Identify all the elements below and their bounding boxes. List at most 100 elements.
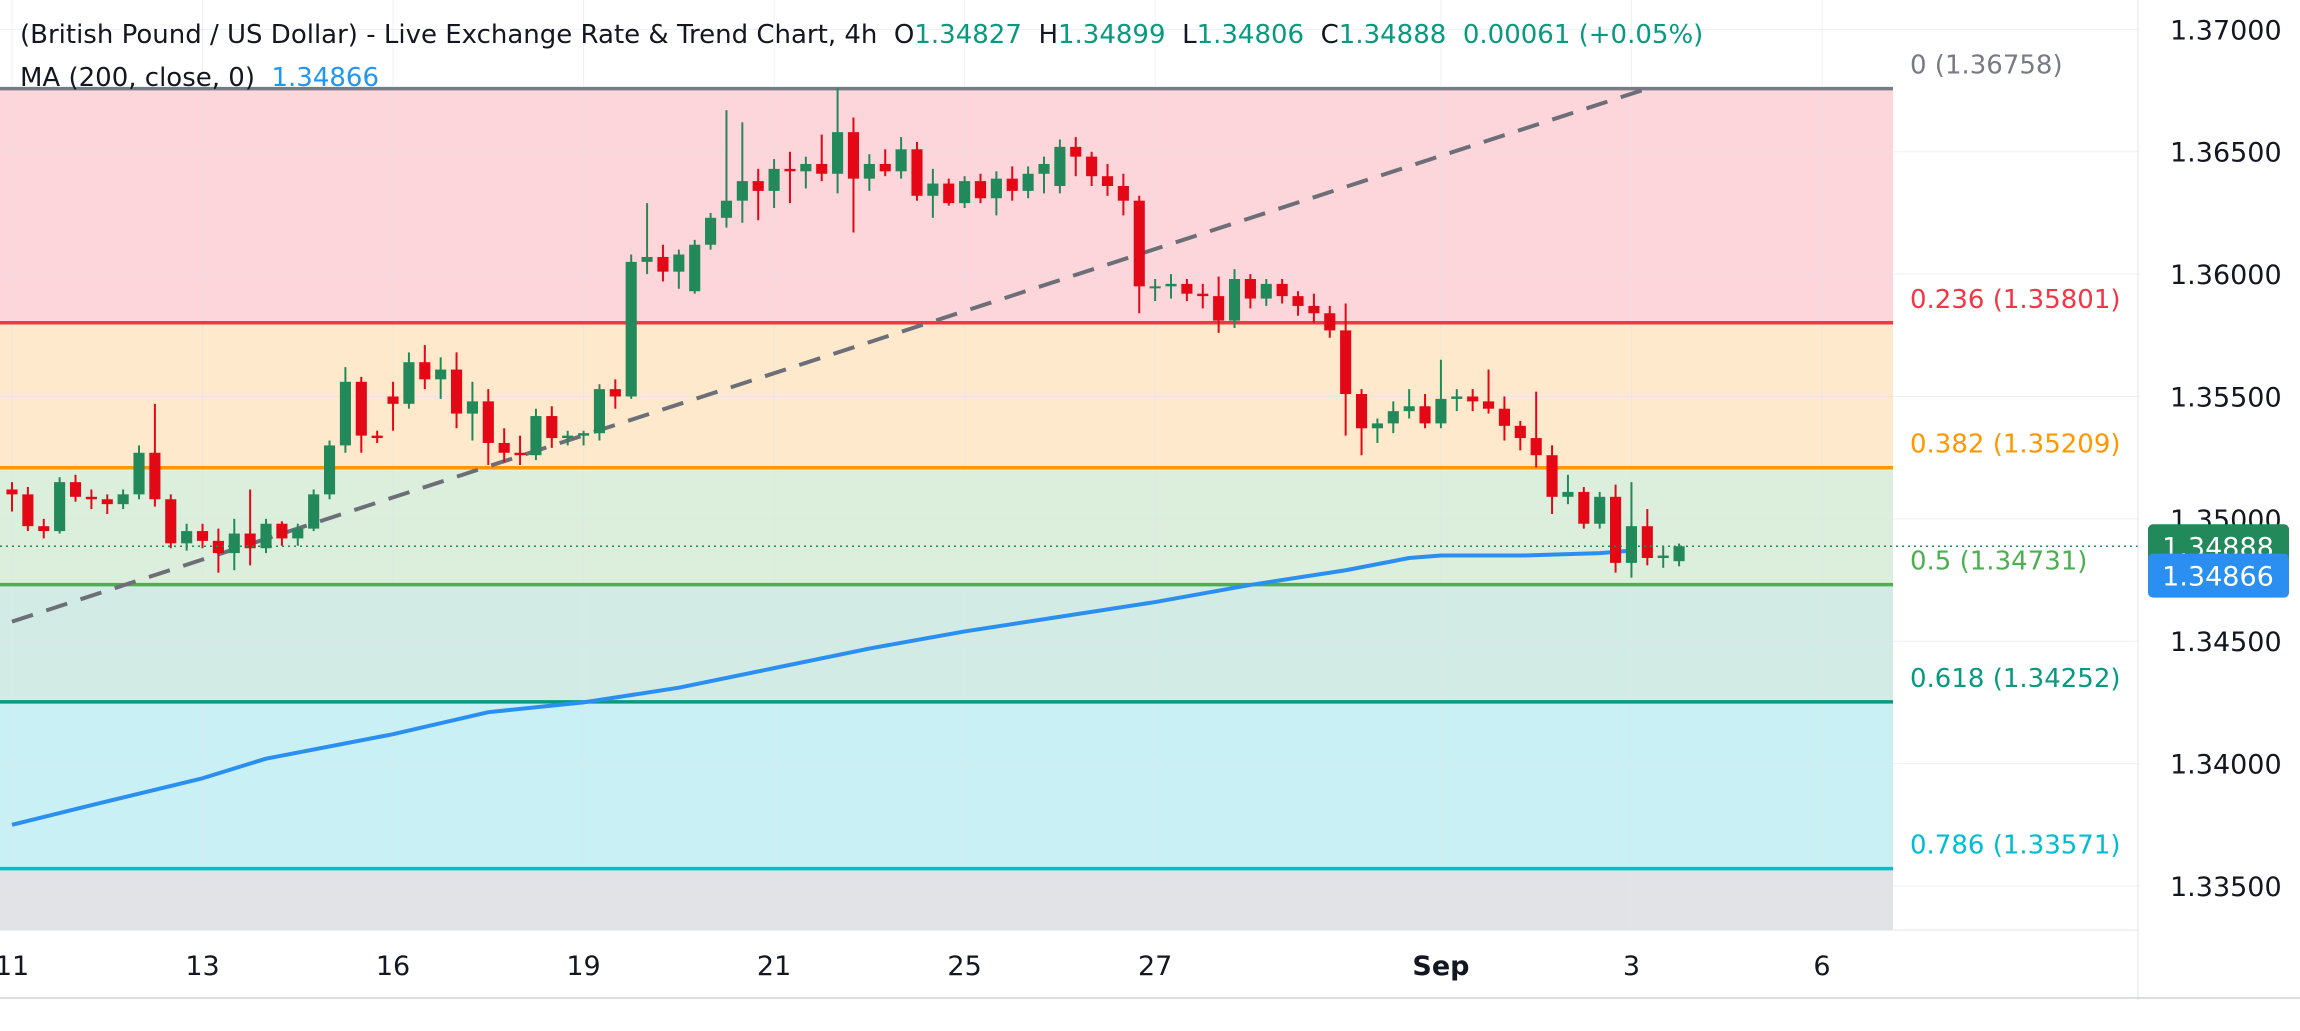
candle-body: [657, 256, 669, 272]
moving-average-layer: [11, 548, 1632, 827]
candle: [720, 110, 733, 228]
ma-indicator-label[interactable]: MA (200, close, 0): [20, 63, 255, 93]
candle-body: [1435, 398, 1447, 424]
candle: [276, 521, 288, 546]
candle-body: [482, 401, 494, 443]
candle-body: [863, 163, 875, 179]
candle: [895, 137, 907, 179]
candle: [419, 345, 431, 390]
fib-level-label: 0.618 (1.34252): [1910, 664, 2121, 694]
candle: [847, 117, 860, 233]
fib-zone: [0, 322, 1893, 468]
x-axis[interactable]: 11 13 16 19 21 25 27 Sep 3 6: [0, 929, 2300, 999]
candle-body: [1657, 555, 1669, 558]
x-tick-label: Sep: [1412, 951, 1469, 982]
candle-body: [1022, 173, 1034, 191]
symbol-title[interactable]: (British Pound / US Dollar) - Live Excha…: [20, 20, 878, 50]
candle-body: [720, 200, 733, 218]
candle: [1435, 359, 1447, 429]
candle: [832, 88, 844, 194]
candle-body: [1228, 279, 1241, 321]
candle-body: [847, 132, 860, 179]
y-tick-label: 1.37000: [2170, 15, 2282, 46]
fib-zone: [0, 868, 1893, 930]
y-tick-label: 1.34000: [2170, 750, 2282, 781]
candle: [323, 440, 336, 500]
candle-body: [1340, 330, 1352, 395]
candle: [784, 151, 796, 204]
candle-body: [1086, 156, 1098, 177]
candle: [1562, 474, 1574, 505]
candle-body: [593, 389, 606, 434]
candle: [879, 149, 891, 177]
candle: [562, 430, 574, 446]
grid-lines: [0, 0, 2138, 930]
candle: [435, 357, 447, 399]
x-tick-label: 16: [376, 951, 410, 982]
candle: [689, 239, 701, 294]
candle-body: [149, 452, 161, 500]
candle: [228, 518, 240, 571]
candle-body: [1070, 146, 1082, 157]
candle: [244, 489, 256, 566]
candle: [403, 352, 415, 409]
candle: [292, 523, 304, 546]
fib-zone: [0, 88, 1893, 323]
x-tick-label: 11: [0, 951, 29, 982]
candle-body: [1419, 406, 1431, 424]
candle: [1101, 163, 1114, 196]
candle-body: [419, 362, 431, 380]
candle: [1419, 394, 1431, 429]
x-tick-label: 6: [1813, 951, 1830, 982]
high-label: H: [1038, 20, 1058, 50]
candle: [1260, 279, 1272, 306]
candle: [1070, 137, 1082, 177]
candle-body: [54, 482, 66, 532]
candle-body: [6, 489, 18, 495]
candle-body: [1355, 394, 1368, 429]
candle-body: [1133, 200, 1145, 287]
candle: [990, 171, 1002, 216]
open-label: O: [893, 20, 915, 50]
candle-body: [1610, 496, 1622, 563]
candle: [1355, 389, 1368, 456]
candle: [546, 406, 558, 448]
candle-body: [1181, 283, 1193, 294]
candle-body: [1562, 491, 1574, 497]
candle: [1054, 139, 1066, 194]
candle: [1228, 269, 1241, 328]
candle: [641, 203, 653, 275]
candle-body: [1054, 146, 1066, 186]
candle-body: [1197, 293, 1209, 297]
candle: [974, 173, 987, 204]
high-value: 1.34899: [1058, 20, 1166, 50]
candle-body: [1641, 526, 1653, 558]
candle-body: [1467, 396, 1479, 402]
candle-body: [1117, 186, 1129, 201]
candle-body: [689, 244, 701, 292]
y-axis[interactable]: 1.370001.365001.360001.355001.350001.345…: [2137, 0, 2282, 1000]
candle-body: [308, 494, 320, 529]
candle: [308, 489, 320, 532]
candle: [1625, 482, 1638, 578]
chart-legend-row-2: MA (200, close, 0) 1.34866: [20, 63, 379, 93]
fib-level-label: 0 (1.36758): [1910, 51, 2063, 81]
candle: [38, 518, 50, 539]
candle-body: [117, 494, 129, 505]
candle-body: [800, 163, 812, 172]
candle: [1276, 279, 1288, 304]
candle-body: [514, 452, 526, 456]
candle: [1292, 291, 1304, 316]
low-value: 1.34806: [1196, 20, 1305, 50]
candle-body: [403, 362, 415, 404]
x-tick-label: 25: [947, 951, 981, 982]
candle-body: [911, 149, 923, 196]
fib-zone: [0, 584, 1893, 702]
x-tick-label: 21: [757, 951, 791, 982]
candle: [530, 408, 542, 461]
candle: [1482, 369, 1495, 414]
candle-body: [1451, 396, 1463, 399]
candle: [117, 489, 129, 510]
y-tick-label: 1.36500: [2170, 138, 2282, 169]
